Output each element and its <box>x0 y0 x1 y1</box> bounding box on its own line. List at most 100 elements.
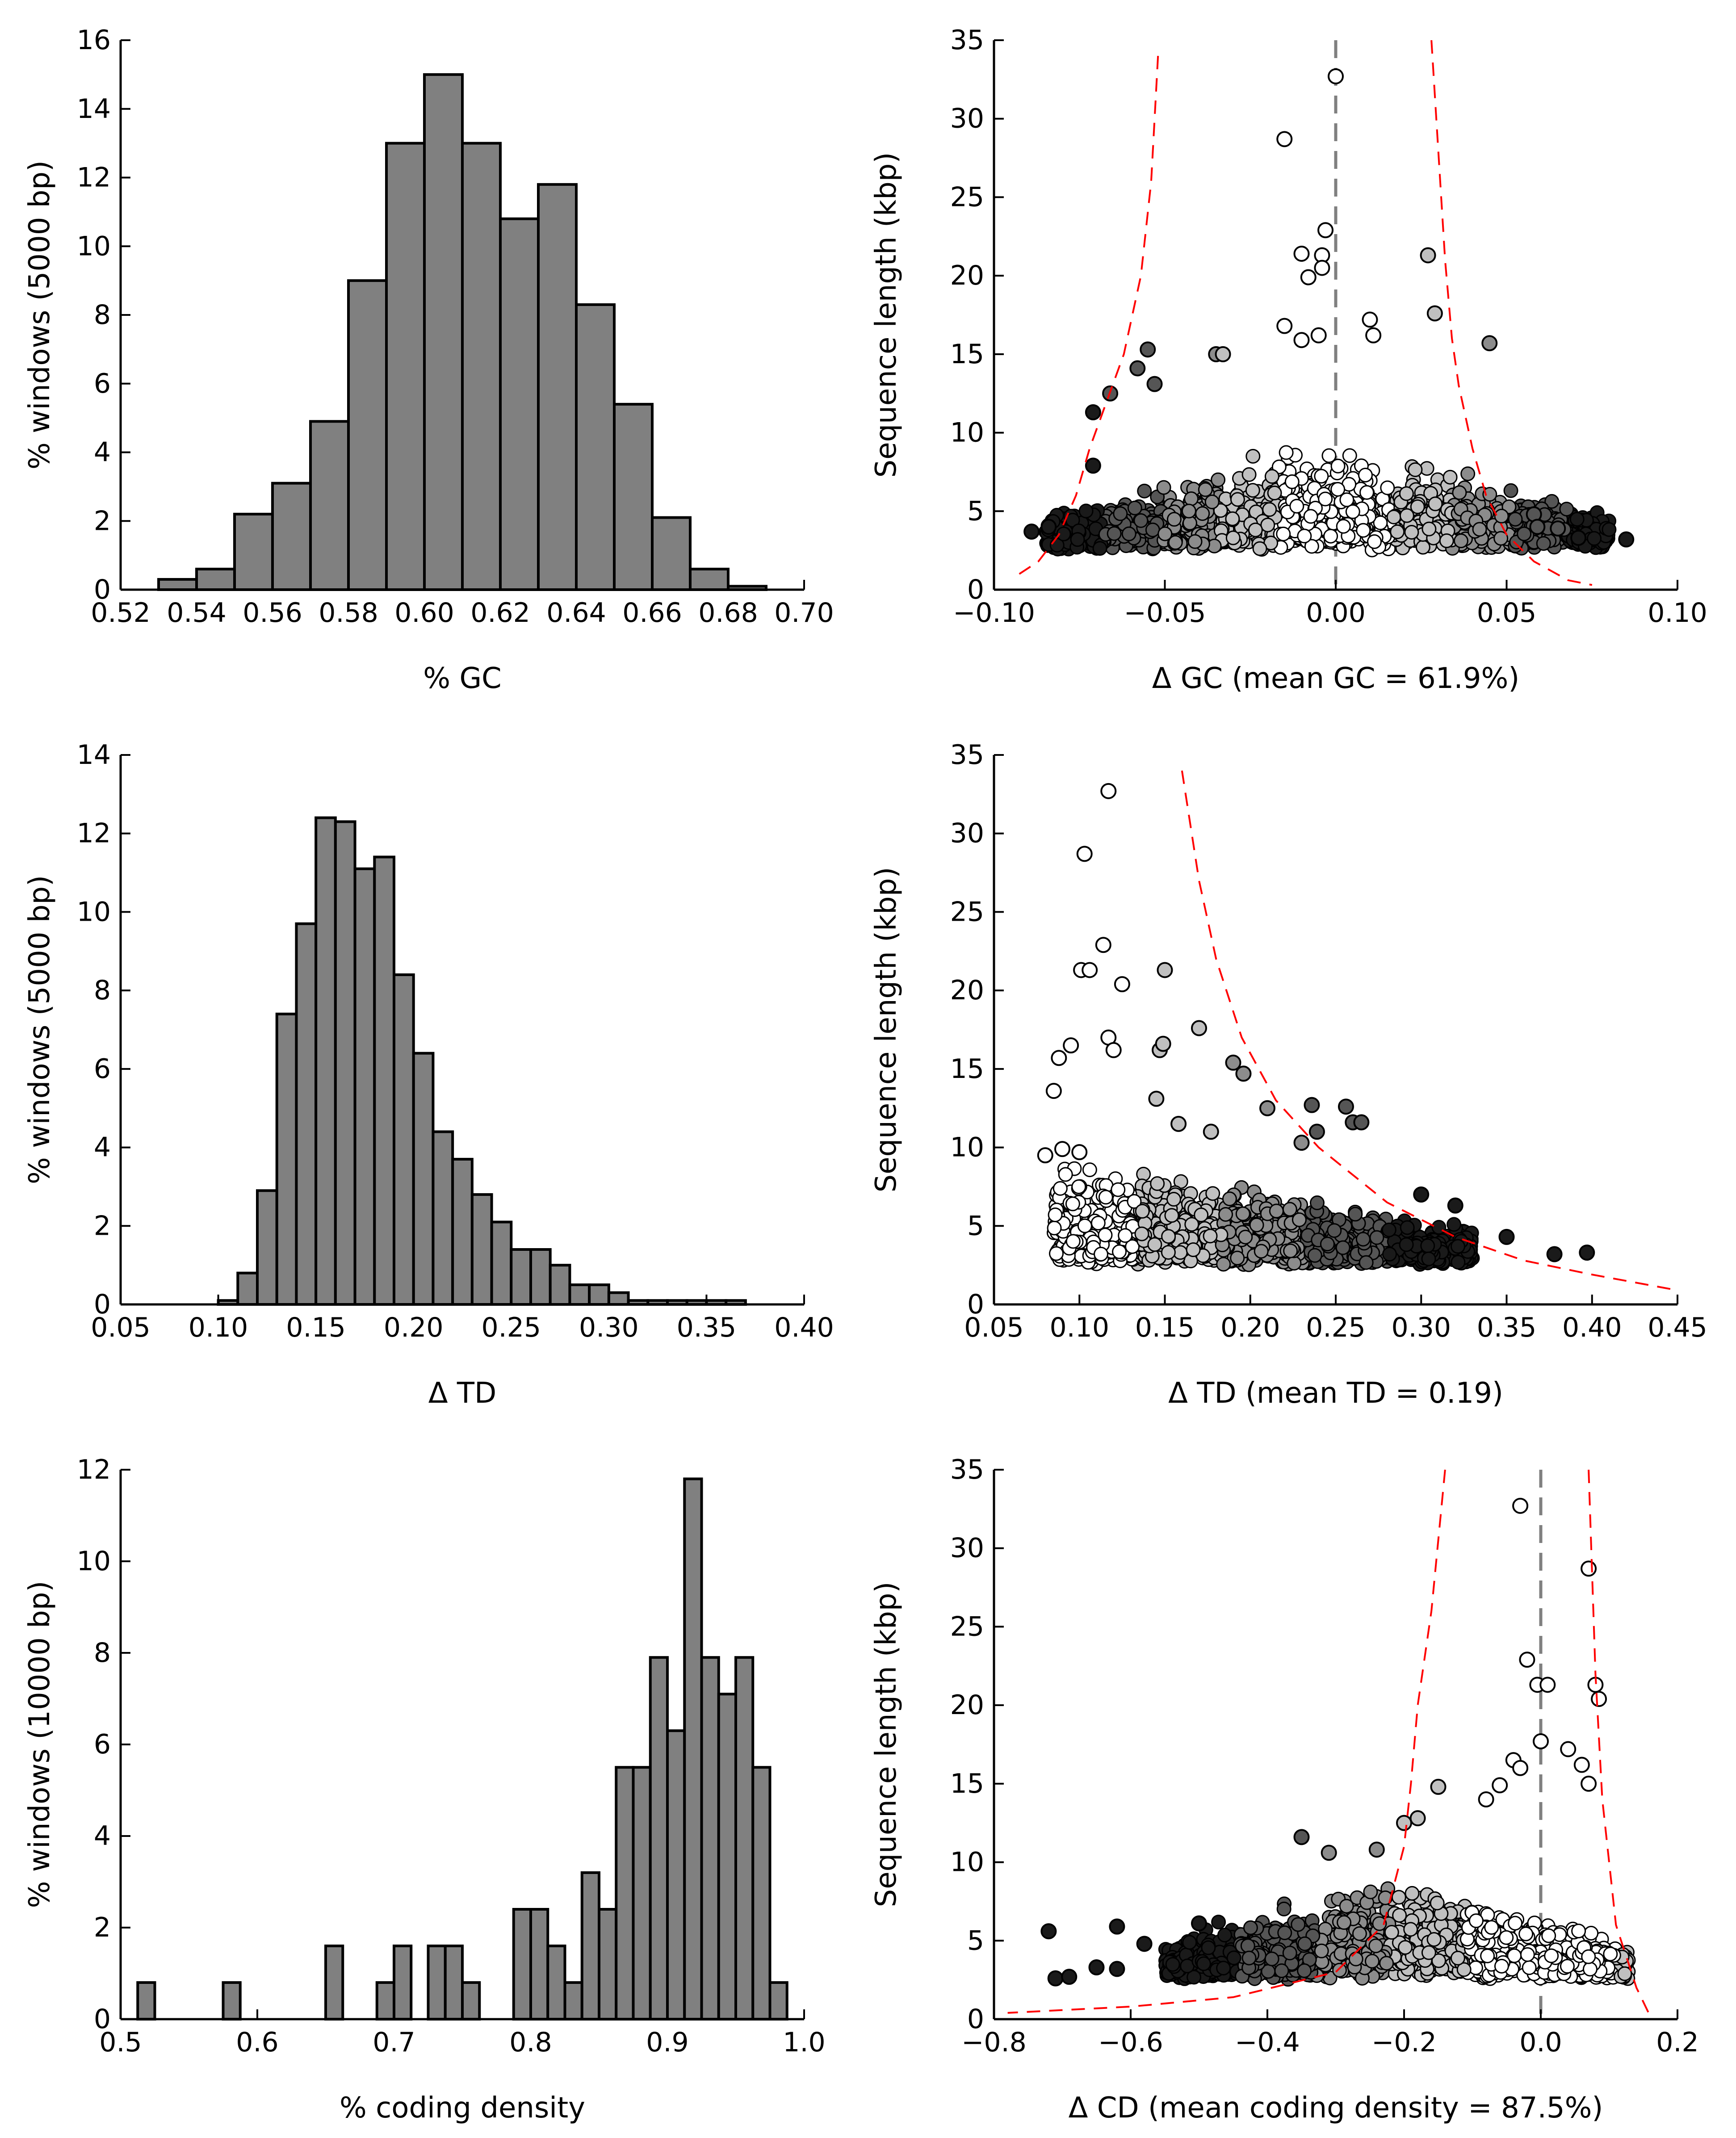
td-scatter-point <box>1381 1222 1396 1237</box>
td-hist-y-tick-label: 8 <box>94 975 111 1006</box>
gc-scatter-point <box>1113 506 1128 521</box>
cd-hist-bar <box>598 1908 618 2021</box>
td-scatter-outlier-point <box>1082 962 1098 978</box>
gc-scatter-point <box>1133 513 1149 528</box>
gc-scatter-point <box>1264 469 1279 484</box>
gc-hist-bar <box>537 183 578 591</box>
td-hist-bar <box>295 922 318 1306</box>
cd-hist-x-tick-label: 0.9 <box>646 2027 688 2058</box>
gc-scatter-point <box>1587 531 1602 546</box>
gc-hist-x-tick-label: 0.52 <box>91 597 151 629</box>
td-scatter-point <box>1077 1218 1092 1233</box>
gc-hist-x-tick-label: 0.70 <box>774 597 834 629</box>
cd-hist-bar <box>683 1477 703 2021</box>
td-histogram-panel: 0.05 0.10 0.15 0.20 0.25 0.30 0.35 0.4002468101… <box>23 739 834 1410</box>
td-scatter-point <box>1309 1195 1325 1211</box>
td-scatter-outlier-point <box>1170 1115 1187 1132</box>
gc-scatter-point <box>1472 522 1487 537</box>
gc-scatter-point <box>1544 494 1560 509</box>
gc-hist-bar <box>271 482 312 591</box>
td-scatter-point <box>1166 1192 1181 1207</box>
td-scatter-outlier-point <box>1259 1100 1275 1116</box>
gc-scatter-threshold-lower <box>1014 55 1159 578</box>
td-scatter-point <box>1359 1255 1374 1270</box>
td-scatter-point <box>1205 1186 1220 1201</box>
td-scatter-point <box>1222 1191 1237 1207</box>
td-hist-bar <box>353 867 376 1306</box>
gc-scatter-point <box>1439 533 1454 549</box>
gc-scatter-point <box>1195 506 1210 521</box>
gc-scatter-x-tick-label: 0.05 <box>1477 597 1537 629</box>
gc-scatter-outlier-point <box>1618 531 1635 548</box>
gc-scatter-outlier-point <box>1365 327 1382 344</box>
cd-hist-bar <box>461 1981 481 2021</box>
gc-scatter-point <box>1602 522 1617 537</box>
gc-scatter-point <box>1410 499 1425 514</box>
td-hist-y-tick-label: 14 <box>77 739 111 771</box>
td-hist-bar <box>470 1193 493 1306</box>
td-scatter-point <box>1421 1251 1436 1266</box>
gc-scatter-point <box>1279 445 1294 460</box>
gc-scatter-point <box>1494 508 1509 524</box>
td-scatter-point <box>1134 1226 1149 1241</box>
td-scatter-outlier-point <box>1095 937 1111 953</box>
gc-scatter-point <box>1267 486 1282 501</box>
gc-scatter-y-tick-label: 15 <box>950 339 984 370</box>
td-scatter-x-tick-label: 0.35 <box>1477 1312 1537 1343</box>
td-scatter-outlier-point <box>1037 1147 1053 1164</box>
gc-scatter-outlier-point <box>1215 346 1231 362</box>
cd-scatter-point <box>1405 1886 1420 1901</box>
td-scatter-outlier-point <box>1235 1065 1252 1082</box>
td-scatter-outlier-point <box>1076 846 1093 862</box>
td-scatter-point <box>1327 1223 1342 1238</box>
td-scatter-point <box>1269 1203 1284 1219</box>
gc-scatter-point <box>1339 492 1354 507</box>
gc-scatter-point <box>1289 499 1304 514</box>
gc-scatter-point <box>1127 500 1142 516</box>
td-scatter-point <box>1186 1242 1201 1258</box>
gc-scatter-point <box>1252 541 1267 556</box>
gc-scatter-point <box>1321 448 1337 463</box>
td-hist-bar <box>451 1157 474 1306</box>
gc-scatter-point <box>1330 482 1346 497</box>
gc-scatter-point <box>1107 526 1122 541</box>
cd-hist-bar <box>666 1729 686 2021</box>
gc-scatter-point <box>1168 535 1183 550</box>
gc-hist-bar <box>613 402 654 591</box>
gc-scatter-point <box>1399 508 1414 523</box>
gc-scatter-y-tick-label: 30 <box>950 103 984 134</box>
td-scatter-point <box>1307 1248 1322 1263</box>
gc-scatter-point <box>1422 521 1437 537</box>
td-scatter-point <box>1287 1256 1302 1271</box>
td-scatter-point <box>1249 1217 1264 1232</box>
td-scatter-point <box>1355 1232 1371 1247</box>
gc-scatter-point <box>1336 519 1351 534</box>
gc-scatter-point <box>1092 541 1107 556</box>
gc-hist-bar <box>157 578 198 591</box>
td-hist-bar <box>607 1291 630 1306</box>
gc-scatter-point <box>1508 511 1523 527</box>
gc-scatter-point <box>1225 511 1240 526</box>
gc-scatter-outlier-point <box>1276 318 1293 334</box>
td-scatter-outlier-point <box>1100 783 1117 799</box>
td-hist-x-tick-label: 0.20 <box>384 1312 444 1343</box>
gc-scatter-point <box>1204 494 1220 509</box>
gc-scatter-point <box>1380 480 1395 495</box>
gc-scatter-point <box>1482 487 1497 502</box>
cd-hist-bar <box>222 1981 242 2021</box>
gc-scatter-point <box>1536 536 1551 551</box>
cd-hist-x-axis-label: % coding density <box>340 2092 585 2125</box>
gc-scatter-outlier-point <box>1481 335 1498 352</box>
gc-scatter-point <box>1187 534 1203 549</box>
gc-scatter-point <box>1211 472 1226 487</box>
td-scatter-point <box>1283 1243 1298 1258</box>
td-hist-y-tick-label: 0 <box>94 1289 111 1320</box>
gc-histogram-panel: 0.52 0.54 0.56 0.58 0.60 0.62 0.64 0.66 0.68 0.70… <box>23 25 834 695</box>
td-scatter-outlier-point <box>1338 1098 1354 1115</box>
td-hist-x-tick-label: 0.10 <box>189 1312 248 1343</box>
gc-scatter-point <box>1345 504 1360 519</box>
td-scatter-point <box>1184 1217 1199 1232</box>
cd-hist-bar <box>734 1656 755 2021</box>
gc-scatter-point <box>1314 469 1329 484</box>
